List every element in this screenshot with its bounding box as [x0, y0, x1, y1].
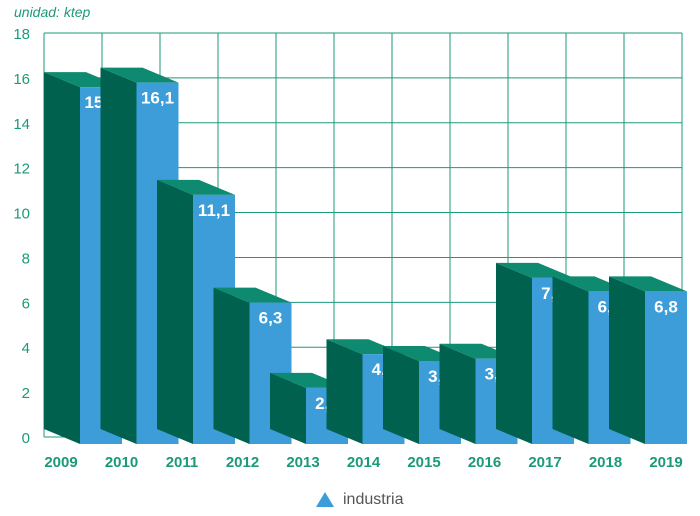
y-tick-label: 2	[22, 385, 30, 402]
y-tick-label: 10	[13, 206, 30, 223]
x-tick-label: 2015	[407, 454, 440, 471]
y-tick-label: 12	[13, 161, 30, 178]
bar-side	[100, 67, 137, 445]
legend-triangle-icon	[316, 492, 334, 507]
x-tick-label: 2011	[166, 454, 199, 471]
bar-top	[609, 276, 687, 292]
bar-side	[439, 343, 476, 444]
bar-side	[326, 339, 363, 444]
bar-side	[44, 72, 80, 444]
bar-side	[383, 345, 419, 444]
bars: 15,916,111,16,32,54,03,73,87,46,86,8	[44, 67, 687, 445]
bar-value-label: 16,1	[141, 89, 174, 108]
bar-top	[496, 262, 574, 278]
bar-value-label: 11,1	[198, 201, 230, 220]
y-tick-label: 6	[22, 295, 30, 312]
bar-side	[609, 276, 645, 444]
x-tick-label: 2019	[649, 454, 682, 471]
x-axis-ticks: 2009 2010 2011 2012 2013 2014 2015 2016 2017 2018…	[44, 454, 682, 471]
x-tick-label: 2014	[347, 454, 381, 471]
bar-value-label: 6,3	[259, 309, 283, 328]
bar-side	[157, 179, 193, 444]
x-tick-label: 2012	[226, 454, 259, 471]
y-tick-label: 14	[13, 116, 30, 133]
y-tick-label: 8	[22, 250, 30, 267]
y-tick-label: 18	[13, 26, 30, 43]
bar-side	[270, 372, 306, 444]
bar-value-label: 6,8	[654, 297, 678, 316]
x-tick-label: 2016	[468, 454, 501, 471]
bar-side	[496, 262, 532, 444]
legend: industria	[316, 491, 404, 508]
bar-top	[213, 287, 292, 303]
bar-side	[213, 287, 250, 444]
unit-label: unidad: ktep	[14, 4, 90, 20]
bar	[645, 291, 687, 444]
x-tick-label: 2017	[528, 454, 561, 471]
x-tick-label: 2013	[286, 454, 319, 471]
y-tick-label: 0	[22, 430, 30, 447]
y-tick-label: 16	[13, 71, 30, 88]
x-tick-label: 2010	[105, 454, 138, 471]
x-tick-label: 2009	[44, 454, 77, 471]
bar-side	[552, 276, 589, 444]
legend-label: industria	[343, 491, 404, 508]
y-tick-label: 4	[22, 340, 30, 357]
y-axis-ticks: 0 2 4 6 8 10 12 14 16 18	[13, 26, 30, 447]
bar-top	[100, 67, 179, 83]
x-tick-label: 2018	[589, 454, 622, 471]
bar-top	[157, 179, 235, 195]
